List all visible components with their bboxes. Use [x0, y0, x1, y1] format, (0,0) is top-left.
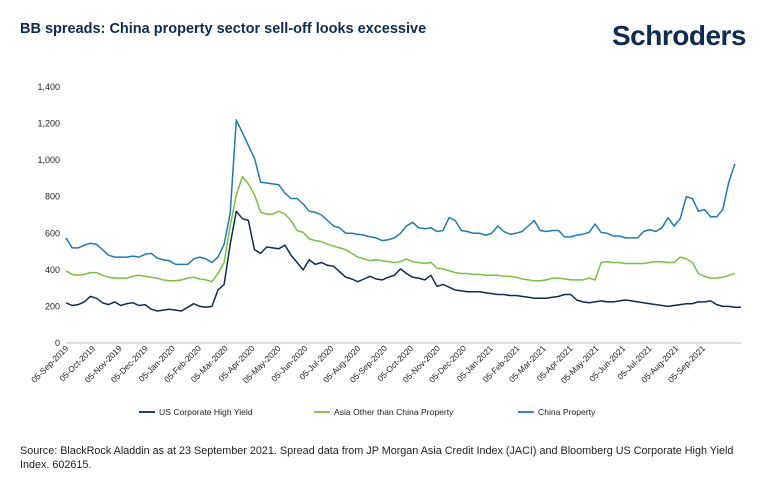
y-tick-label: 600	[45, 228, 60, 238]
source-note: Source: BlackRock Aladdin as at 23 Septe…	[20, 445, 734, 471]
series-line-asia-other	[65, 175, 736, 283]
series-line-china-property	[65, 119, 736, 266]
y-tick-label: 1,400	[37, 82, 60, 92]
series-lines	[65, 119, 741, 312]
legend: US Corporate High Yield Asia Other than C…	[139, 407, 596, 417]
x-axis-ticks: 05-Sep-201905-Oct-201905-Nov-201905-Dec-…	[29, 343, 707, 385]
y-tick-label: 800	[45, 192, 60, 202]
y-tick-label: 1,000	[37, 155, 60, 165]
y-tick-label: 400	[45, 265, 60, 275]
chart-title: BB spreads: China property sector sell-o…	[20, 21, 427, 37]
brand-logo: Schroders	[612, 20, 747, 51]
y-tick-label: 0	[55, 338, 60, 348]
y-tick-label: 200	[45, 301, 60, 311]
legend-label: China Property	[538, 407, 596, 417]
legend-label: Asia Other than China Property	[334, 407, 454, 417]
y-axis-ticks: 0 200 400 600 800 1,000 1,200 1,400	[37, 82, 60, 348]
y-tick-label: 1,200	[37, 119, 60, 129]
series-line-us-corporate-high-yield	[65, 210, 741, 312]
legend-label: US Corporate High Yield	[159, 407, 253, 417]
